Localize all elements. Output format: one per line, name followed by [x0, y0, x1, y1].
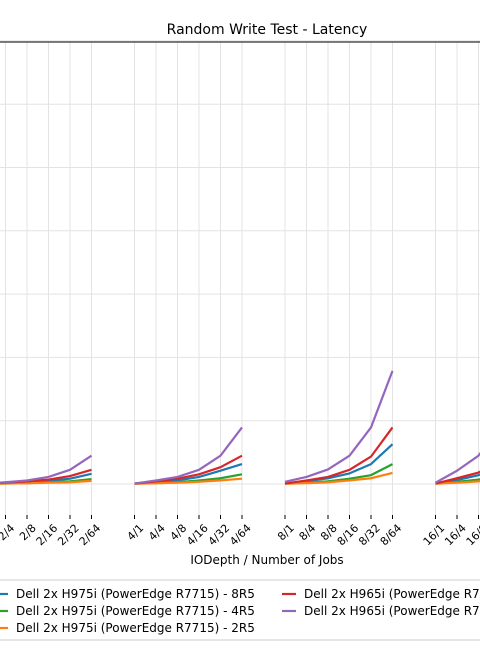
series-line-1-group-4: [435, 473, 480, 485]
legend: Dell 2x H975i (PowerEdge R7715) - 8R5 Del…: [0, 579, 480, 641]
series-line-4-group-3: [284, 426, 394, 485]
x-tick-label: 4/16: [184, 522, 211, 549]
x-tick-labels: 2/12/42/82/162/322/644/14/44/84/164/324/…: [0, 515, 480, 549]
legend-frame: [0, 579, 480, 641]
legend-label: Dell 2x H975i (PowerEdge R7715) - 8R5: [16, 587, 255, 601]
x-tick-label: 2/64: [77, 522, 104, 549]
series-line-5-group-4: [434, 451, 480, 484]
x-tick-label: 2/16: [34, 522, 61, 549]
series-line-5-group-2: [134, 426, 243, 485]
x-tick-label: 2/4: [0, 522, 17, 544]
legend-label: Dell 2x H975i (PowerEdge R7715) - 2R5: [16, 621, 255, 635]
x-tick-label: 4/4: [146, 522, 168, 544]
x-tick-label: 4/64: [227, 522, 254, 549]
x-tick-label: 8/64: [378, 522, 405, 549]
series-line-3-group-2: [134, 477, 243, 485]
x-tick-label: 4/1: [125, 522, 147, 544]
x-tick-label: 8/1: [275, 522, 297, 544]
chart-title: Random Write Test - Latency: [167, 22, 368, 38]
series-layer: [0, 370, 480, 485]
legend-label: Dell 2x H975i (PowerEdge R7715) - 4R5: [16, 604, 255, 618]
x-tick-label: 16/1: [421, 522, 448, 549]
series-line-4-group-4: [435, 470, 480, 485]
series-line-3-group-4: [435, 480, 480, 485]
series-line-5-group-3: [284, 370, 394, 483]
x-tick-label: 8/4: [297, 522, 319, 544]
series-line-3-group-3: [284, 471, 393, 485]
x-tick-label: 16/4: [442, 522, 469, 549]
x-tick-label: 4/32: [206, 522, 233, 549]
series-line-5-group-1: [0, 454, 93, 484]
legend-label: Dell 2x H965i (PowerEdge R7715) - 4R5: [304, 604, 480, 618]
x-tick-label: 8/32: [356, 522, 383, 549]
grid-lines: [0, 40, 480, 515]
x-tick-label: 2/32: [55, 522, 82, 549]
x-tick-label: 16/8: [464, 522, 480, 549]
x-axis-label: IODepth / Number of Jobs: [190, 553, 343, 567]
x-tick-label: 8/16: [335, 522, 362, 549]
legend-label: Dell 2x H965i (PowerEdge R7715) - 8R5: [304, 587, 480, 601]
